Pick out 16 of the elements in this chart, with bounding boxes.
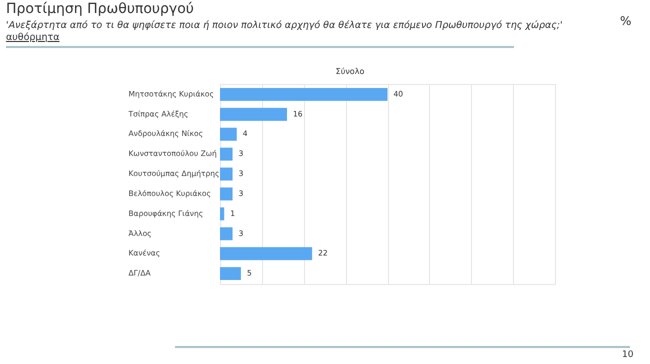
bar [220, 88, 388, 101]
bar [220, 187, 233, 200]
bar [220, 267, 241, 280]
bar [220, 108, 287, 121]
text: αυθόρμητα [6, 32, 60, 43]
text: Σύνολο [334, 67, 366, 76]
text: Προτίμηση Πρωθυπουργού [6, 1, 194, 17]
text: % [620, 14, 632, 28]
bar [220, 247, 312, 260]
bar [220, 168, 233, 181]
bar [220, 148, 233, 161]
bar [220, 227, 233, 240]
chart-subtitle: 'Ανεξάρτητα από το τι θα ψηφίσετε ποια ή ποιον πολιτικό αρχηγό θα θέλατε για επόμενο Πρωθυπουργό της χώρας;' [6, 20, 563, 31]
bar [220, 207, 224, 220]
text: 10 [622, 350, 634, 360]
bar [220, 128, 237, 141]
